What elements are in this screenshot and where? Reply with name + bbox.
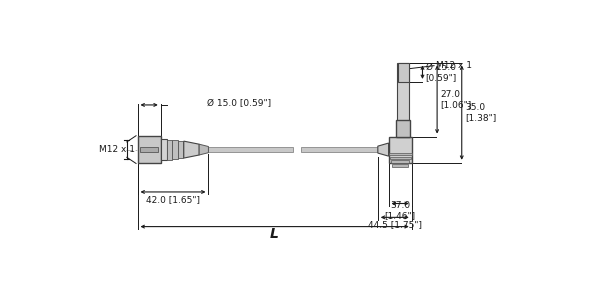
- Bar: [389, 153, 412, 155]
- Bar: [390, 157, 410, 159]
- Bar: [137, 136, 161, 163]
- Bar: [392, 164, 408, 167]
- Text: 44.5 [1.75"]: 44.5 [1.75"]: [368, 220, 422, 229]
- Text: 35.0
[1.38"]: 35.0 [1.38"]: [465, 103, 496, 122]
- Text: Ø 15.0 [0.59"]: Ø 15.0 [0.59"]: [207, 99, 271, 108]
- Bar: [389, 137, 412, 163]
- Bar: [178, 141, 184, 158]
- Text: 42.0 [1.65"]: 42.0 [1.65"]: [146, 195, 200, 204]
- Bar: [173, 140, 178, 159]
- Text: M12 x 1: M12 x 1: [99, 145, 135, 154]
- Bar: [398, 63, 409, 82]
- Text: Ø 15.0
[0.59"]: Ø 15.0 [0.59"]: [426, 62, 457, 82]
- Bar: [301, 147, 378, 152]
- Bar: [397, 63, 409, 137]
- Bar: [391, 160, 409, 163]
- Polygon shape: [378, 143, 389, 156]
- Bar: [396, 120, 410, 137]
- Bar: [161, 139, 167, 160]
- Text: M12 x 1: M12 x 1: [435, 61, 472, 70]
- Bar: [167, 140, 172, 159]
- Polygon shape: [199, 144, 209, 155]
- Text: L: L: [270, 227, 279, 241]
- Bar: [209, 147, 293, 152]
- Text: 27.0
[1.06"]: 27.0 [1.06"]: [440, 90, 471, 109]
- Text: 37.0
[1.46"]: 37.0 [1.46"]: [385, 201, 416, 220]
- Bar: [140, 147, 158, 152]
- Polygon shape: [184, 141, 199, 158]
